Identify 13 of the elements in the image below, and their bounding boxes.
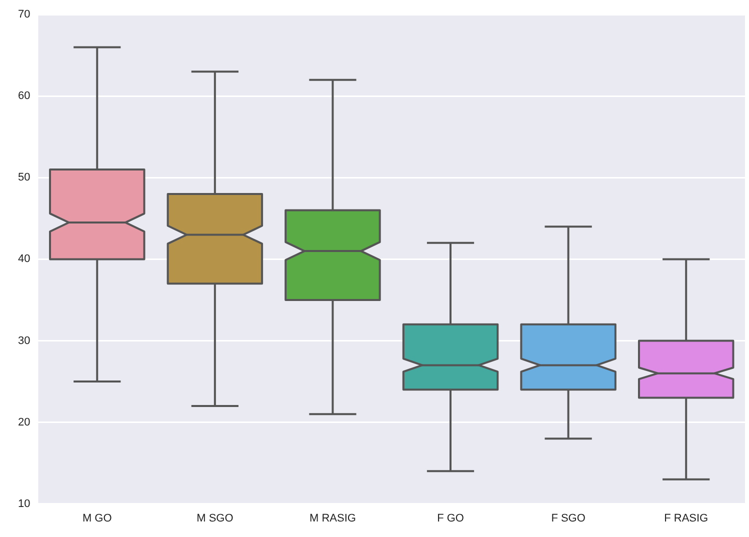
y-tick-label: 60 (18, 90, 30, 102)
x-tick-label: F SGO (551, 512, 586, 524)
x-tick-label: F RASIG (664, 512, 708, 524)
x-tick-label: M RASIG (309, 512, 356, 524)
y-tick-label: 10 (18, 498, 30, 510)
y-tick-label: 50 (18, 172, 30, 184)
x-tick-label: F GO (437, 512, 464, 524)
y-tick-label: 70 (18, 8, 30, 21)
y-tick-label: 30 (18, 334, 30, 347)
y-tick-label: 20 (18, 416, 30, 428)
x-tick-label: M SGO (196, 512, 234, 524)
x-tick-label: M GO (82, 512, 112, 524)
y-tick-label: 40 (18, 253, 30, 266)
